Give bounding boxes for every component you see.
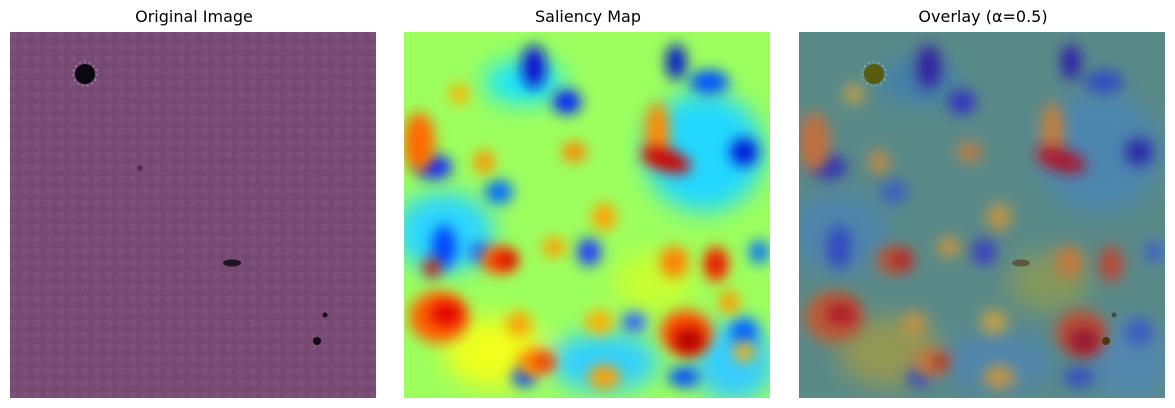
overlay-image [799,32,1165,398]
overlay-title: Overlay (α=0.5) [918,7,1048,26]
original-image [10,32,376,398]
saliency-map-panel: Saliency Map [404,0,772,408]
original-image-panel: Original Image [10,0,378,408]
saliency-map-image [404,32,770,398]
saliency-map-title: Saliency Map [535,7,641,26]
original-image-title: Original Image [135,7,253,26]
overlay-panel: Overlay (α=0.5) [799,0,1167,408]
